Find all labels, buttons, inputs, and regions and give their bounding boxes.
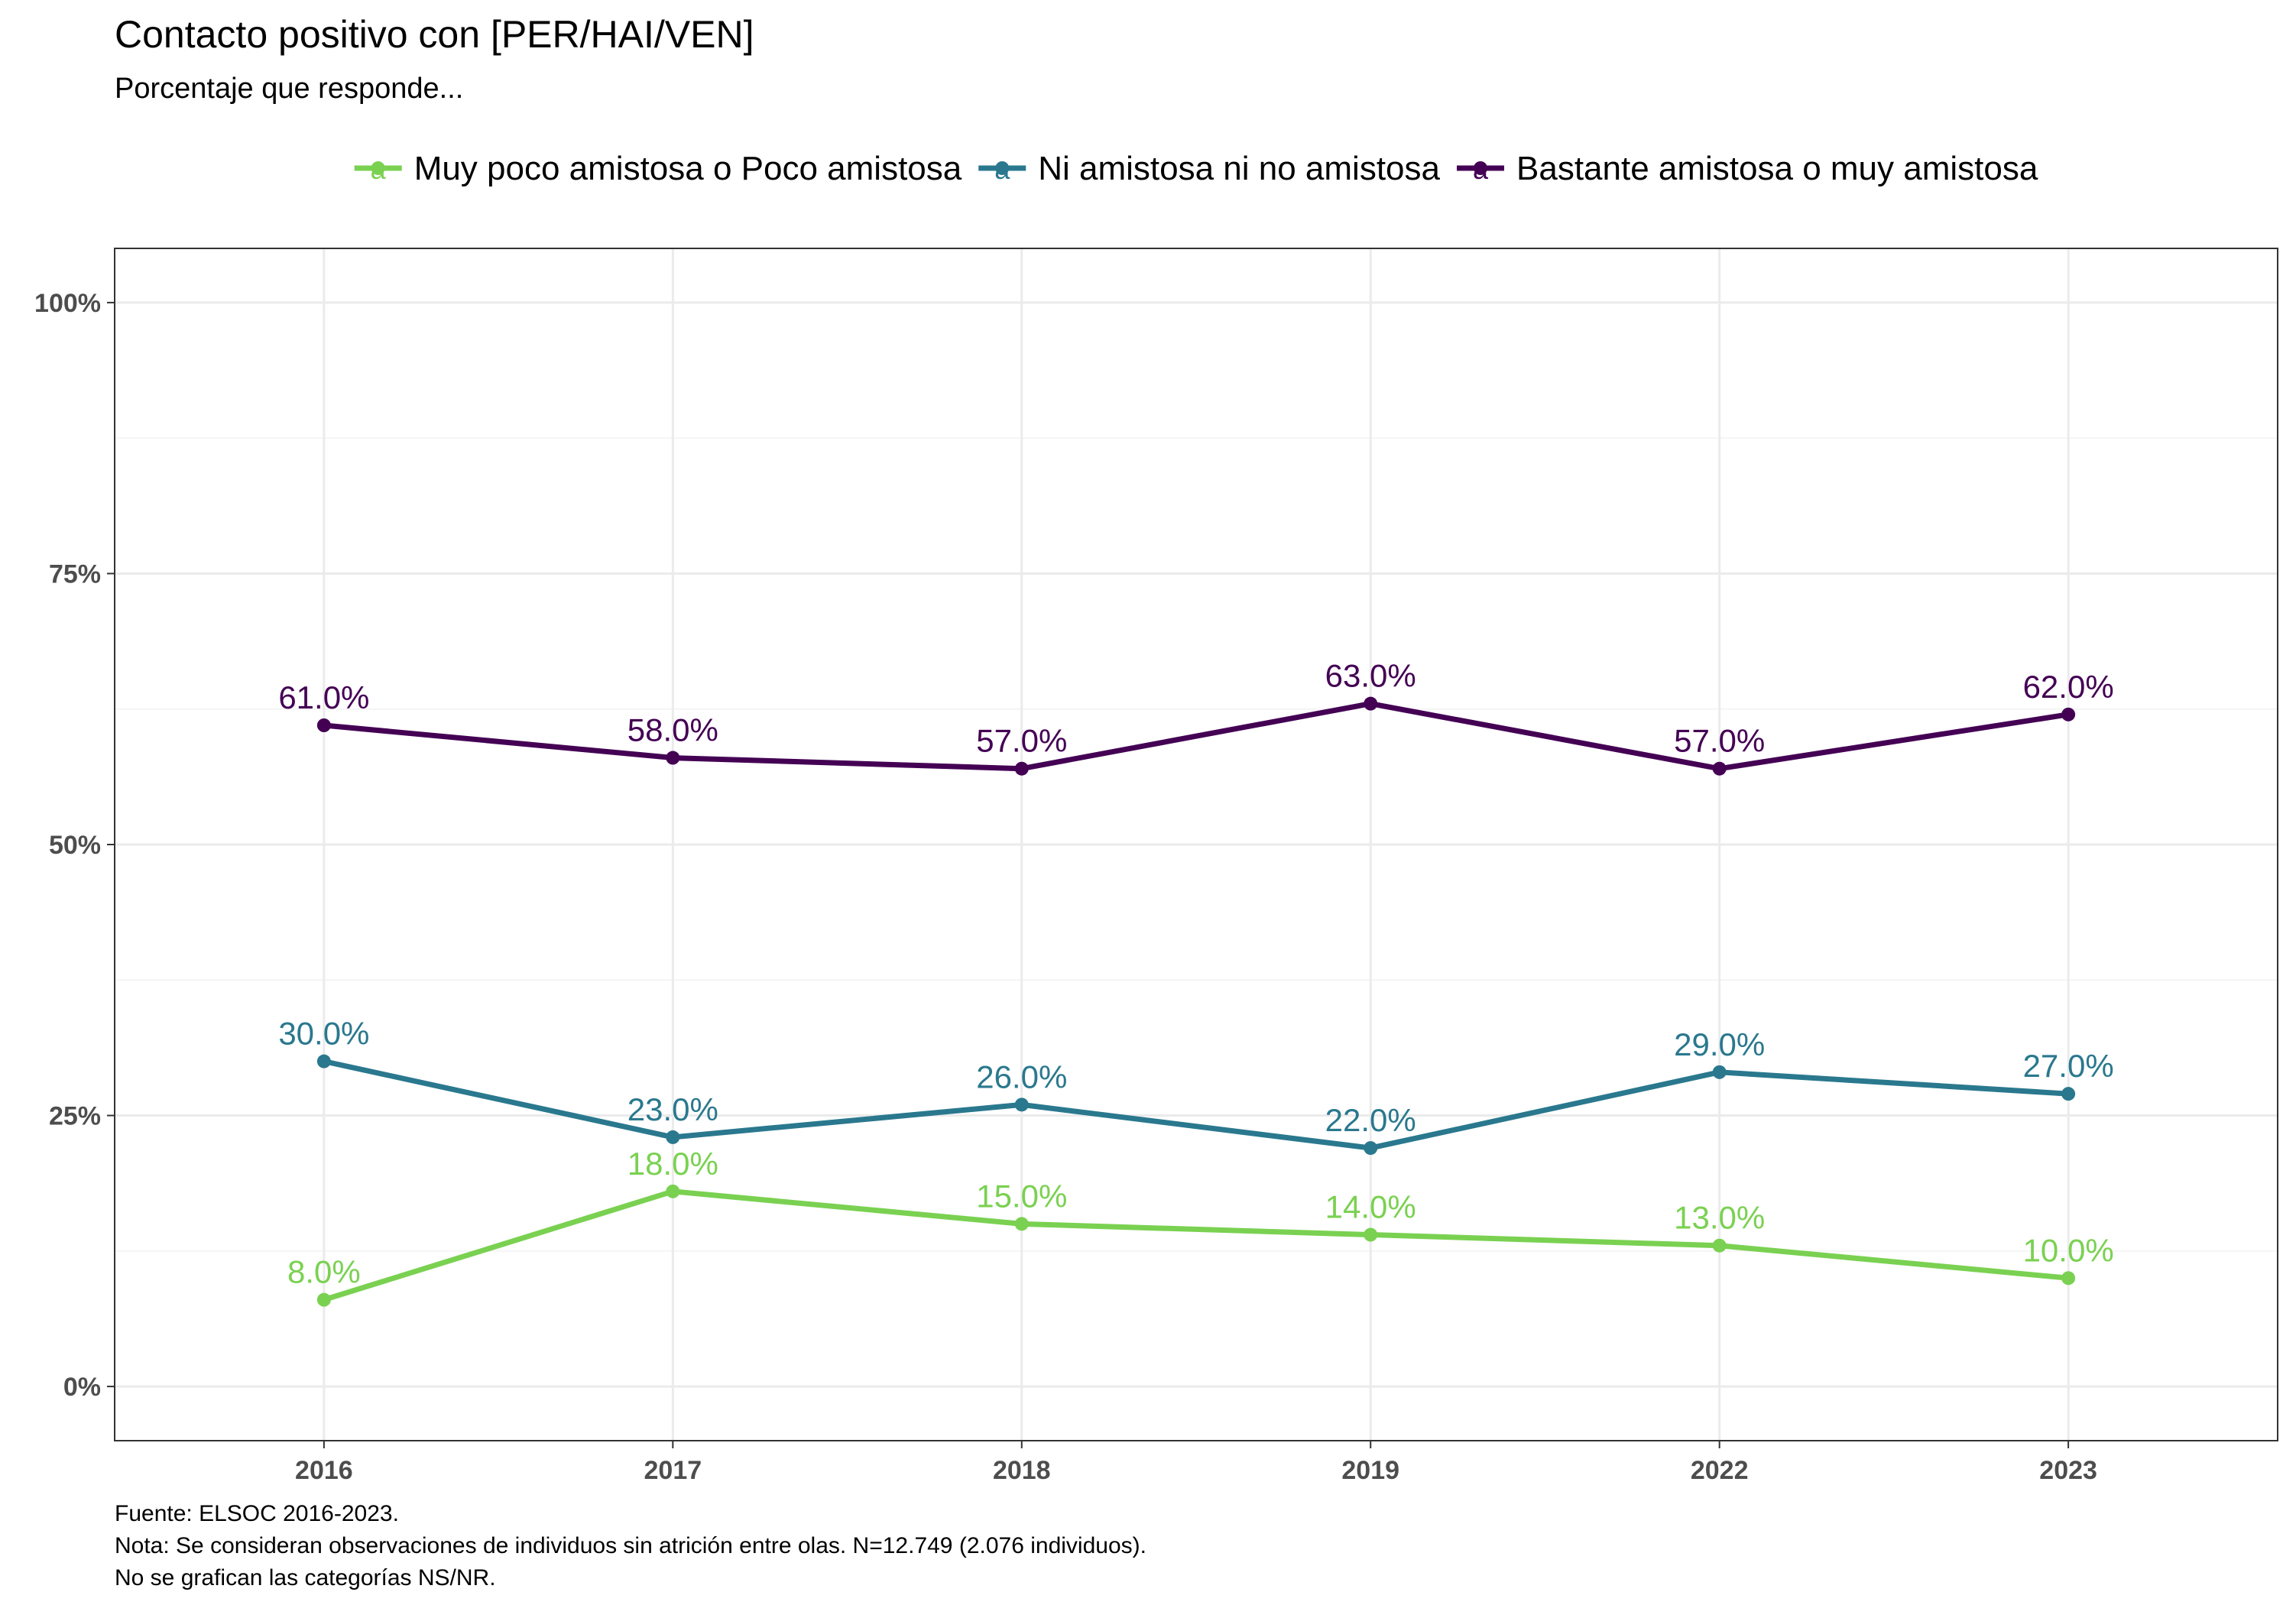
chart-title: Contacto positivo con [PER/HAI/VEN] — [115, 13, 754, 56]
data-label: 23.0% — [628, 1091, 718, 1127]
legend-item-1: a Muy poco amistosa o Poco amistosa — [354, 150, 962, 187]
data-point — [1014, 761, 1029, 776]
y-tick-label: 75% — [49, 559, 101, 588]
data-label: 15.0% — [976, 1178, 1067, 1214]
data-point — [2061, 1271, 2076, 1286]
caption-excluded: No se grafican las categorías NS/NR. — [115, 1565, 496, 1590]
data-label: 57.0% — [1674, 723, 1765, 759]
data-point — [1364, 1141, 1378, 1156]
legend-key-glyph: a — [1473, 154, 1489, 185]
data-label: 57.0% — [976, 723, 1067, 759]
series: 8.0% 18.0% 15.0% 14.0% 13.0% 10.0% 30.0% 23.0% 2… — [278, 658, 2114, 1307]
data-label: 63.0% — [1325, 658, 1416, 694]
legend-label: Bastante amistosa o muy amistosa — [1516, 150, 2038, 187]
legend-item-3: a Bastante amistosa o muy amistosa — [1457, 150, 2038, 187]
caption-note: Nota: Se consideran observaciones de ind… — [115, 1533, 1146, 1558]
x-tick-label: 2016 — [295, 1456, 353, 1485]
series-2: 30.0% 23.0% 26.0% 22.0% 29.0% 27.0% — [278, 1016, 2114, 1156]
data-label: 61.0% — [278, 679, 369, 715]
data-label: 18.0% — [628, 1146, 718, 1182]
data-point — [1364, 696, 1378, 711]
legend-key-glyph: a — [994, 154, 1010, 185]
data-point — [1712, 761, 1727, 776]
x-tick-label: 2022 — [1691, 1456, 1749, 1485]
x-axis: 2016 2017 2018 2019 2022 2023 — [295, 1441, 2097, 1485]
data-label: 14.0% — [1325, 1189, 1416, 1225]
series-line — [323, 701, 2069, 772]
data-label: 22.0% — [1325, 1102, 1416, 1138]
legend-key-glyph: a — [371, 154, 387, 185]
y-tick-label: 25% — [49, 1102, 101, 1131]
data-label: 58.0% — [628, 712, 718, 748]
data-point — [1014, 1217, 1029, 1231]
x-tick-label: 2019 — [1341, 1456, 1399, 1485]
legend-key-point — [371, 161, 385, 175]
data-point — [316, 1292, 331, 1307]
data-label: 29.0% — [1674, 1026, 1765, 1062]
data-point — [666, 1184, 680, 1198]
data-point — [666, 751, 680, 765]
data-label: 27.0% — [2023, 1048, 2114, 1084]
legend-key-point — [1474, 161, 1487, 175]
legend: a Muy poco amistosa o Poco amistosa a Ni am… — [354, 150, 2038, 187]
y-tick-label: 50% — [49, 831, 101, 860]
data-label: 30.0% — [278, 1016, 369, 1052]
data-point — [2061, 1087, 2076, 1101]
series-1: 8.0% 18.0% 15.0% 14.0% 13.0% 10.0% — [287, 1146, 2114, 1307]
chart-subtitle: Porcentaje que responde... — [115, 73, 463, 105]
series-3: 61.0% 58.0% 57.0% 63.0% 57.0% 62.0% — [278, 658, 2114, 776]
data-point — [666, 1130, 680, 1144]
series-line — [323, 1059, 2069, 1151]
data-label: 10.0% — [2023, 1232, 2114, 1268]
data-point — [1712, 1238, 1727, 1253]
legend-label: Ni amistosa ni no amistosa — [1038, 150, 1440, 187]
y-tick-label: 100% — [34, 289, 101, 318]
x-tick-label: 2018 — [993, 1456, 1051, 1485]
legend-item-2: a Ni amistosa ni no amistosa — [978, 150, 1441, 187]
data-point — [2061, 707, 2076, 721]
data-label: 62.0% — [2023, 669, 2114, 705]
y-tick-label: 0% — [63, 1373, 101, 1402]
data-point — [316, 1054, 331, 1068]
data-label: 8.0% — [287, 1254, 361, 1290]
series-line — [323, 1188, 2069, 1302]
data-point — [1364, 1227, 1378, 1242]
data-label: 26.0% — [976, 1059, 1067, 1094]
x-tick-label: 2017 — [644, 1456, 702, 1485]
data-label: 13.0% — [1674, 1200, 1765, 1236]
data-point — [316, 718, 331, 732]
caption-source: Fuente: ELSOC 2016-2023. — [115, 1501, 399, 1526]
legend-key-point — [995, 161, 1010, 175]
data-point — [1014, 1098, 1029, 1112]
x-tick-label: 2023 — [2039, 1456, 2097, 1485]
data-point — [1712, 1065, 1727, 1079]
legend-label: Muy poco amistosa o Poco amistosa — [414, 150, 962, 187]
y-axis: 0% 25% 50% 75% 100% — [34, 289, 115, 1402]
